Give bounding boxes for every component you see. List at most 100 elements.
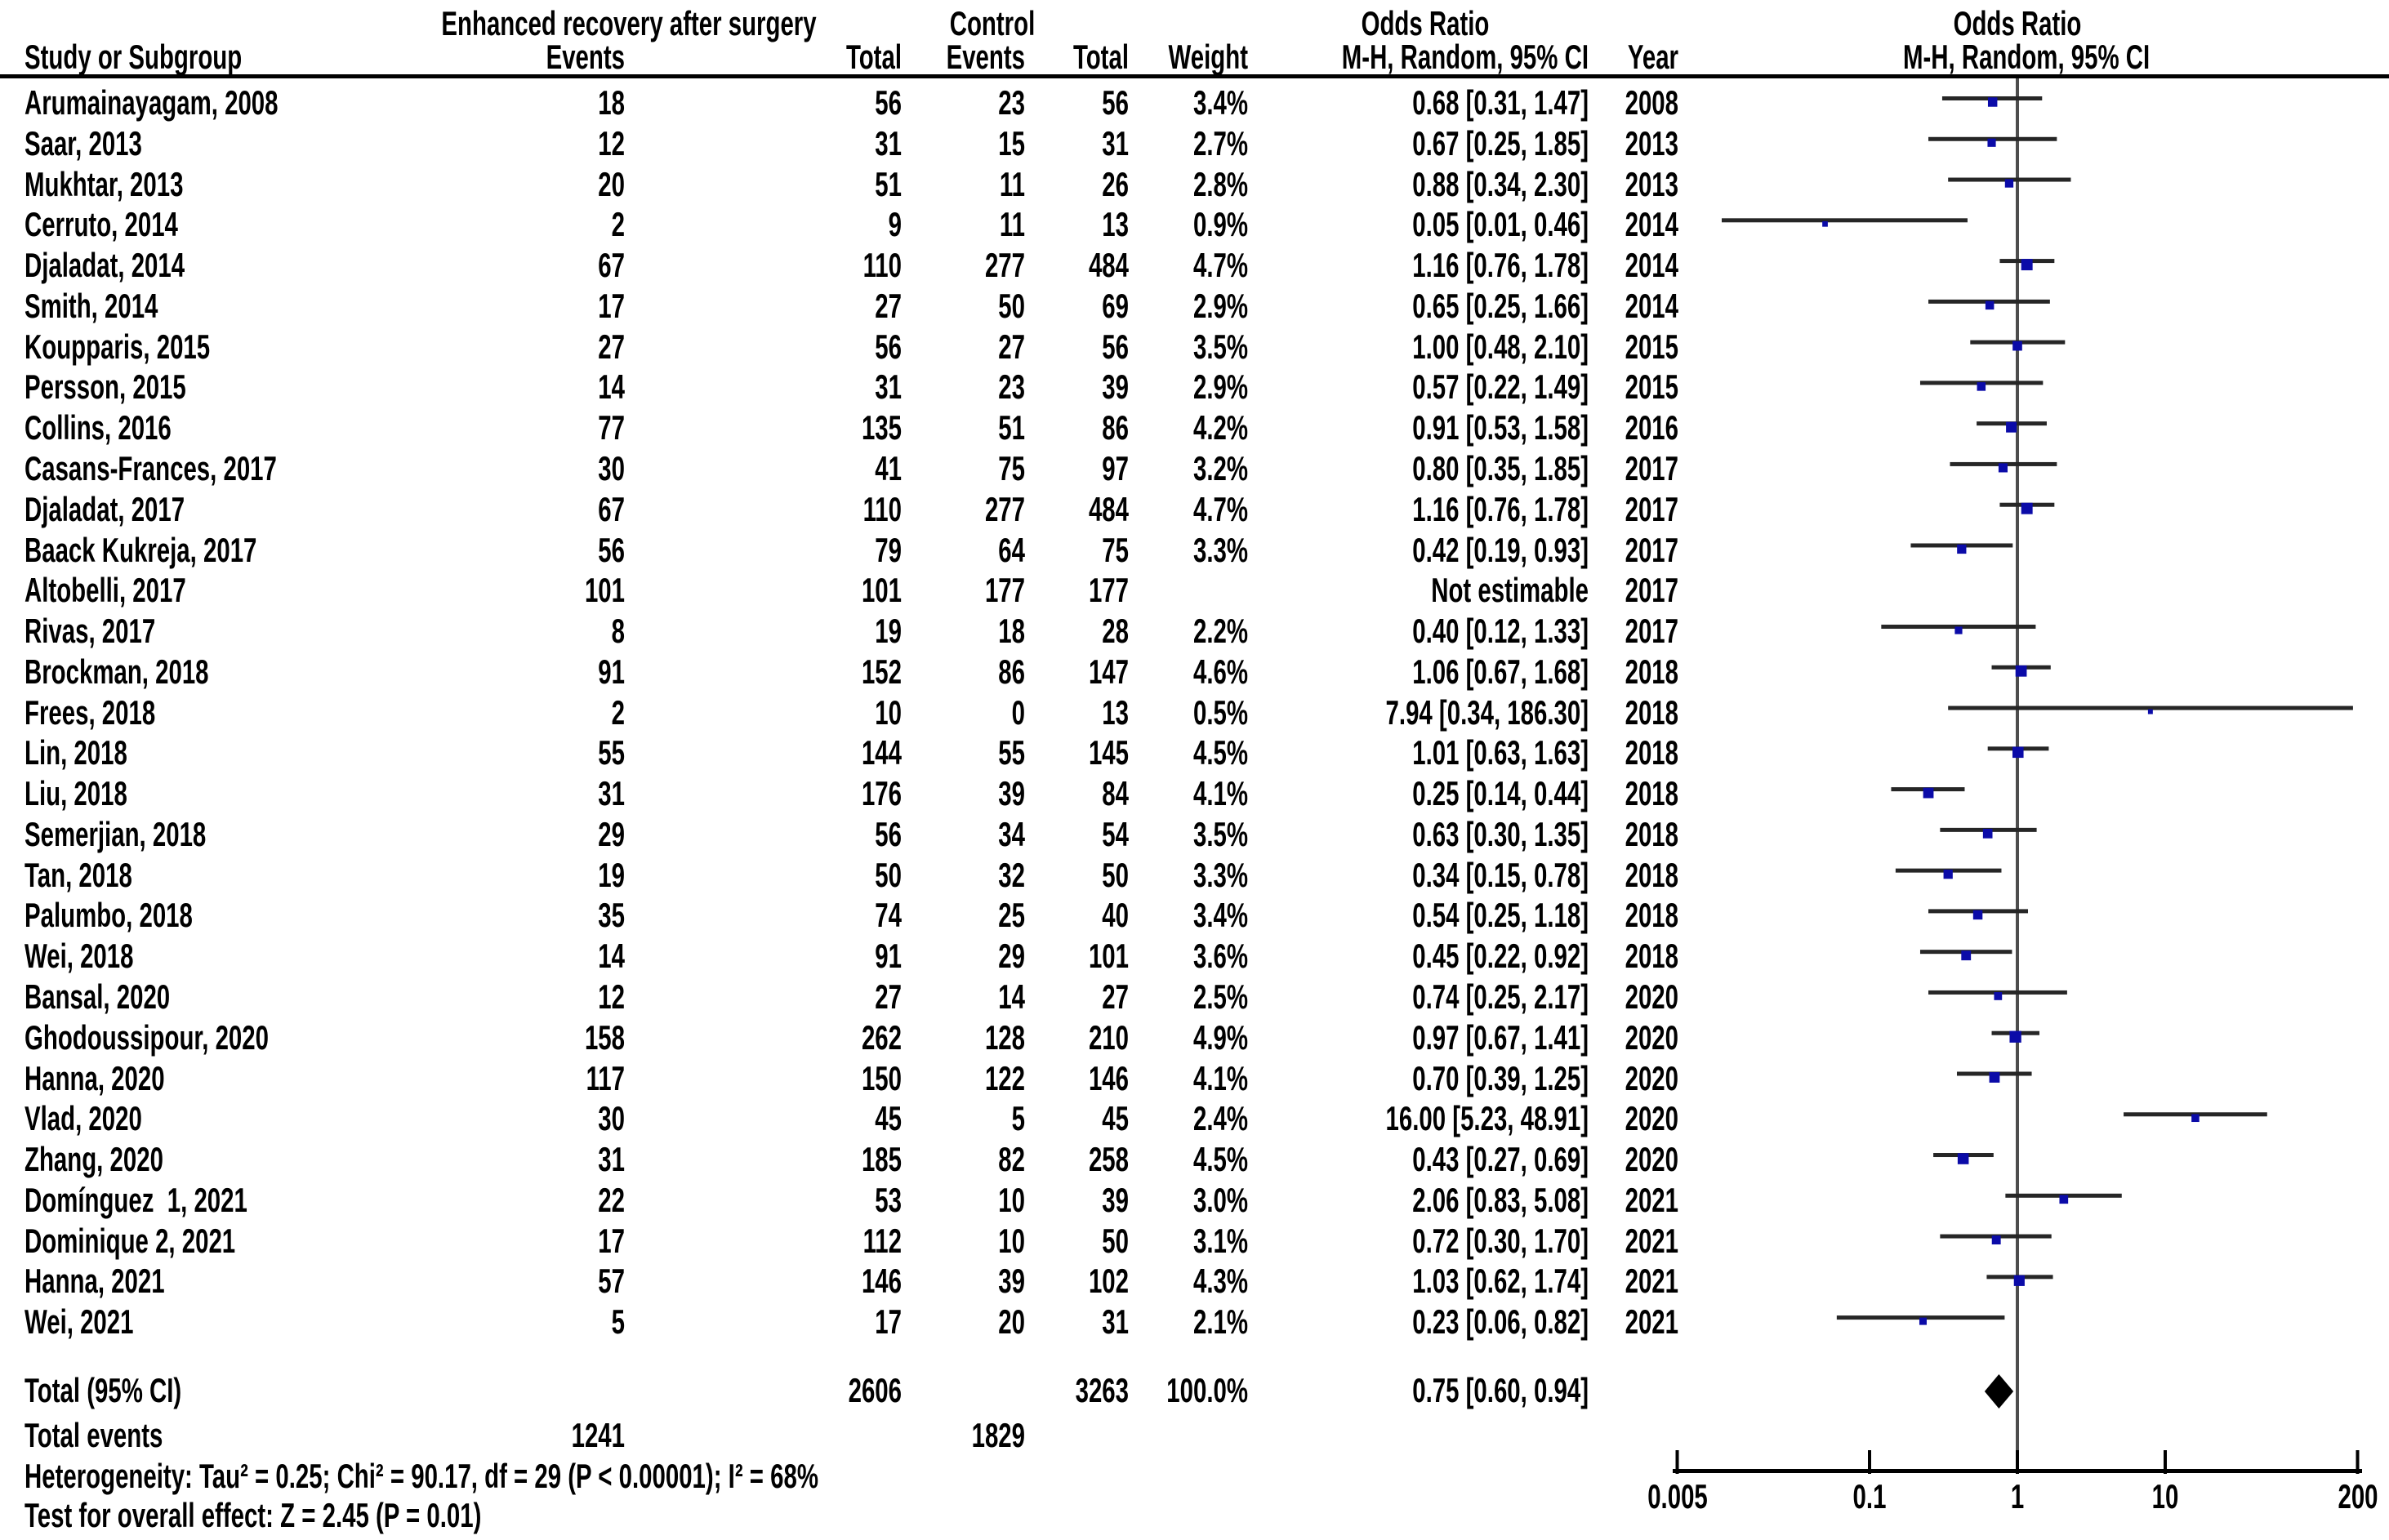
cell-total-experimental: 41 [875,448,902,487]
cell-study-name: Vlad, 2020 [25,1099,142,1138]
x-axis-tick [2164,1450,2167,1474]
cell-events-control: 82 [998,1140,1025,1178]
effect-marker [1957,1153,1969,1164]
ci-line [1722,218,1968,223]
cell-total-experimental: 152 [861,652,902,691]
column-header-events-experimental: Events [546,38,625,76]
cell-weight: 2.9% [1192,286,1248,325]
cell-weight: 4.9% [1192,1017,1248,1057]
cell-events-experimental: 55 [598,733,625,772]
cell-events-experimental: 14 [598,367,625,407]
cell-total-experimental: 110 [862,246,902,285]
cell-total-experimental: 112 [862,1221,902,1260]
header-rule [0,74,2389,78]
cell-study-name: Baack Kukreja, 2017 [25,530,257,569]
cell-year: 2020 [1625,1017,1678,1057]
cell-total-control: 31 [1102,123,1129,162]
cell-year: 2017 [1625,612,1678,650]
cell-odds-ratio-ci: 1.16 [0.76, 1.78] [1412,246,1589,285]
cell-total-experimental: 27 [875,286,902,325]
cell-weight: 2.7% [1192,123,1248,162]
cell-year: 2018 [1625,855,1678,894]
x-axis-tick [2356,1450,2360,1474]
cell-events-experimental: 5 [611,1302,625,1342]
effect-marker [2004,179,2014,188]
cell-total-control: 101 [1088,937,1129,976]
cell-weight: 4.5% [1192,1140,1248,1178]
cell-total-control: 145 [1088,733,1129,772]
cell-odds-ratio-ci: 0.63 [0.30, 1.35] [1412,814,1589,853]
cell-study-name: Cerruto, 2014 [25,205,178,244]
cell-total-experimental: 9 [888,205,902,244]
cell-odds-ratio-ci: 0.65 [0.25, 1.66] [1412,286,1589,325]
cell-odds-ratio-ci: 0.68 [0.31, 1.47] [1412,83,1589,122]
cell-weight: 3.1% [1192,1221,1248,1260]
cell-year: 2018 [1625,774,1678,813]
effect-marker [1985,300,1995,310]
total-events-experimental: 1241 [571,1416,625,1454]
cell-events-experimental: 14 [598,937,625,976]
effect-marker [1998,463,2008,473]
cell-events-experimental: 57 [598,1262,625,1301]
cell-events-control: 15 [998,123,1025,162]
cell-year: 2020 [1625,1099,1678,1138]
cell-odds-ratio-ci: 0.54 [0.25, 1.18] [1412,896,1589,935]
cell-year: 2017 [1625,448,1678,487]
column-header-year: Year [1627,38,1678,76]
cell-weight: 3.6% [1192,937,1248,976]
cell-odds-ratio-ci: 0.70 [0.39, 1.25] [1412,1058,1589,1097]
cell-events-control: 86 [998,652,1025,691]
cell-total-experimental: 101 [861,571,902,610]
effect-marker [1954,626,1963,634]
cell-events-control: 39 [998,1262,1025,1301]
cell-odds-ratio-ci: 0.43 [0.27, 0.69] [1412,1140,1589,1178]
cell-total-experimental: 50 [875,855,902,894]
cell-year: 2020 [1625,1058,1678,1097]
cell-total-experimental: 135 [861,408,902,447]
cell-year: 2013 [1625,123,1678,162]
cell-total-experimental: 150 [861,1058,902,1097]
cell-events-control: 0 [1011,692,1025,732]
cell-weight: 0.9% [1192,205,1248,244]
total-odds-ratio-ci: 0.75 [0.60, 0.94] [1412,1371,1589,1409]
cell-study-name: Djaladat, 2014 [25,246,185,285]
cell-odds-ratio-ci: 1.01 [0.63, 1.63] [1412,733,1589,772]
cell-weight: 4.7% [1192,489,1248,528]
x-axis-tick [1868,1450,1871,1474]
effect-marker [2147,709,2153,714]
cell-weight: 4.7% [1192,246,1248,285]
cell-weight: 3.5% [1192,814,1248,853]
cell-study-name: Altobelli, 2017 [25,571,186,610]
cell-weight: 3.3% [1192,530,1248,569]
cell-weight: 3.4% [1192,896,1248,935]
effect-marker [2015,665,2027,677]
cell-total-experimental: 51 [875,164,902,203]
cell-total-experimental: 17 [875,1302,902,1342]
column-header-method: M-H, Random, 95% CI [1341,38,1589,76]
x-axis-tick-label: 1 [2010,1477,2025,1516]
effect-marker [1989,1072,2000,1083]
cell-odds-ratio-ci: 1.06 [0.67, 1.68] [1412,652,1589,691]
effect-marker [1822,220,1828,227]
cell-total-control: 484 [1088,246,1129,285]
cell-events-experimental: 22 [598,1180,625,1219]
cell-year: 2008 [1625,83,1678,122]
cell-total-experimental: 56 [875,327,902,366]
cell-total-control: 146 [1088,1058,1129,1097]
cell-total-experimental: 79 [875,530,902,569]
cell-odds-ratio-ci: 16.00 [5.23, 48.91] [1385,1099,1589,1138]
total-experimental-n: 2606 [848,1371,902,1409]
cell-weight: 4.6% [1192,652,1248,691]
cell-events-control: 122 [984,1058,1025,1097]
cell-total-control: 31 [1102,1302,1129,1342]
cell-odds-ratio-ci: 7.94 [0.34, 186.30] [1385,692,1589,732]
cell-total-experimental: 19 [875,612,902,650]
cell-total-control: 39 [1102,367,1129,407]
effect-marker [1957,544,1967,554]
cell-events-control: 11 [999,205,1025,244]
effect-marker [2021,259,2033,271]
cell-year: 2014 [1625,205,1678,244]
cell-year: 2018 [1625,733,1678,772]
cell-study-name: Bansal, 2020 [25,977,171,1016]
cell-events-control: 10 [998,1221,1025,1260]
